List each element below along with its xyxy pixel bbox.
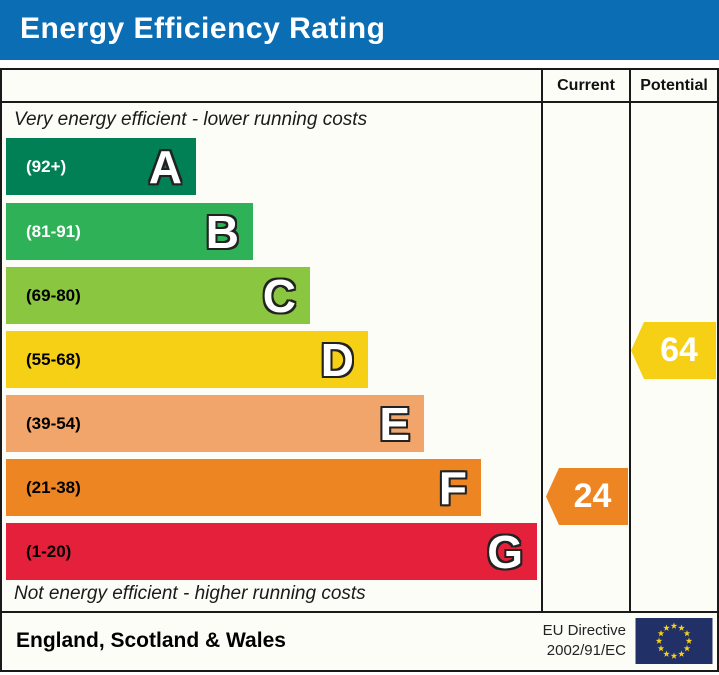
region-label: England, Scotland & Wales (16, 628, 286, 652)
band-e-letter: E (379, 397, 410, 450)
column-header-current: Current (541, 70, 629, 101)
current-rating-marker: 24 (546, 468, 628, 525)
band-f: (21-38) F (6, 459, 481, 516)
band-d: (55-68) D (6, 331, 368, 388)
band-e: (39-54) E (6, 395, 424, 452)
band-d-letter: D (320, 333, 354, 386)
band-d-range: (55-68) (26, 349, 81, 369)
band-b-letter: B (205, 205, 239, 258)
potential-rating-column: 64 (629, 103, 717, 611)
caption-bottom: Not energy efficient - higher running co… (14, 583, 366, 604)
bands-area: Very energy efficient - lower running co… (2, 103, 541, 611)
band-b-range: (81-91) (26, 221, 81, 241)
table-header-row: Current Potential (2, 70, 717, 103)
header-spacer-cell (2, 70, 541, 101)
current-rating-column: 24 (541, 103, 629, 611)
potential-rating-value: 64 (660, 331, 698, 369)
current-rating-value: 24 (573, 477, 612, 515)
eu-directive-line2: 2002/91/EC (546, 641, 626, 659)
band-b: (81-91) B (6, 203, 253, 260)
epc-table: Current Potential Very energy efficient … (0, 68, 719, 672)
band-g-letter: G (487, 525, 523, 578)
eu-flag-icon (635, 617, 713, 664)
band-a-letter: A (148, 140, 182, 193)
potential-rating-marker: 64 (631, 322, 716, 379)
eu-directive-label: EU Directive 2002/91/EC (543, 621, 626, 660)
caption-top: Very energy efficient - lower running co… (14, 109, 368, 130)
page-title: Energy Efficiency Rating (0, 0, 719, 60)
band-g-range: (1-20) (26, 541, 72, 561)
band-c: (69-80) C (6, 267, 310, 324)
table-footer-row: England, Scotland & Wales EU Directive 2… (2, 613, 717, 668)
column-header-potential: Potential (629, 70, 717, 101)
band-f-letter: F (438, 461, 467, 514)
table-body-row: Very energy efficient - lower running co… (2, 103, 717, 613)
band-a: (92+) A (6, 138, 196, 195)
band-e-range: (39-54) (26, 413, 81, 433)
band-a-range: (92+) (26, 156, 67, 176)
band-f-range: (21-38) (26, 477, 81, 497)
band-g: (1-20) G (6, 523, 537, 580)
band-c-letter: C (262, 269, 296, 322)
eu-directive-line1: EU Directive (542, 622, 626, 639)
band-c-range: (69-80) (26, 285, 81, 305)
